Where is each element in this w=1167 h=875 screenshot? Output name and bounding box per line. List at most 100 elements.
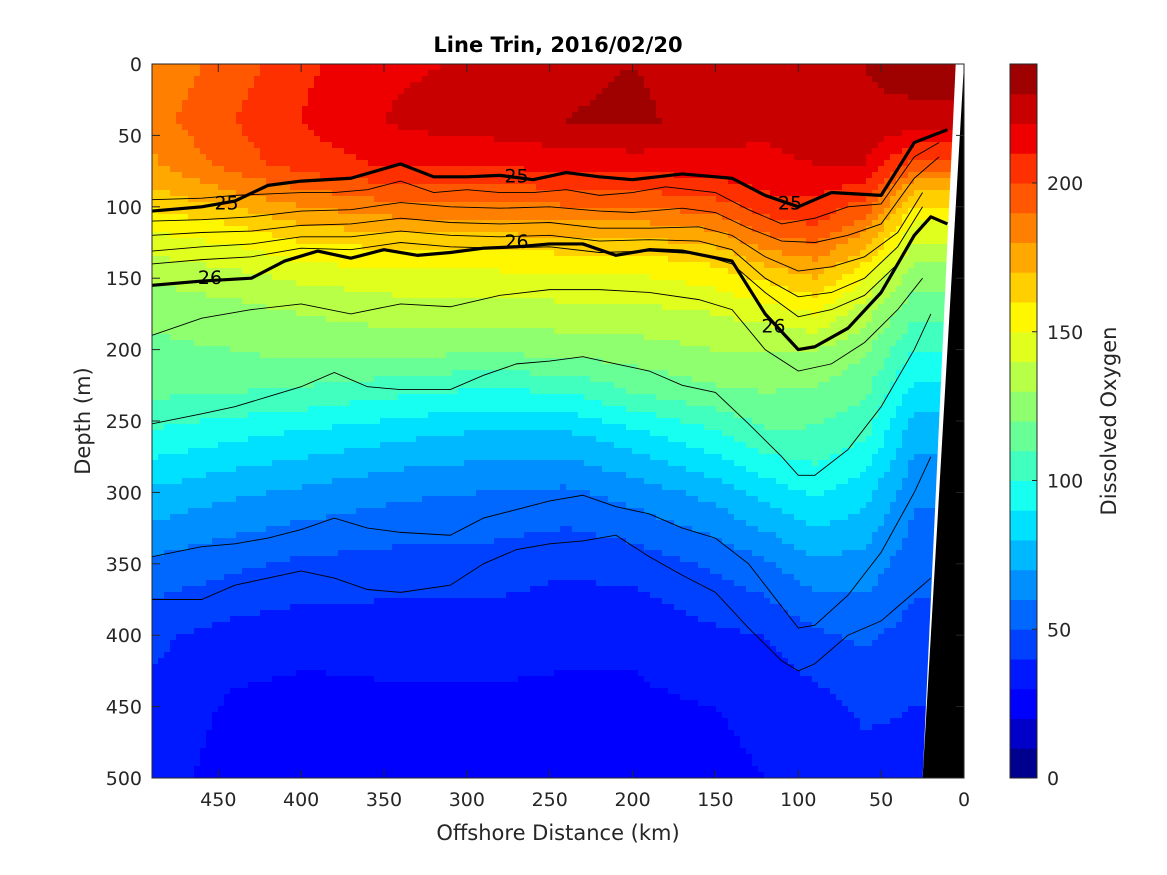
field-cell [290, 94, 297, 101]
field-cell [398, 322, 405, 329]
field-cell [368, 226, 375, 233]
field-cell [362, 226, 369, 233]
field-cell [314, 466, 321, 473]
field-cell [356, 712, 363, 719]
field-cell [230, 448, 237, 455]
field-cell [272, 94, 279, 101]
field-cell [194, 562, 201, 569]
field-cell [338, 592, 345, 599]
field-cell [326, 130, 333, 137]
field-cell [308, 436, 315, 443]
field-cell [266, 742, 273, 749]
field-cell [248, 616, 255, 623]
field-cell [212, 394, 219, 401]
field-cell [206, 406, 213, 413]
field-cell [218, 526, 225, 533]
field-cell [314, 682, 321, 689]
field-cell [170, 514, 177, 521]
field-cell [398, 208, 405, 215]
field-cell [242, 268, 249, 275]
field-cell [200, 484, 207, 491]
field-cell [278, 352, 285, 359]
field-cell [290, 472, 297, 479]
field-cell [374, 520, 381, 527]
field-cell [344, 202, 351, 209]
field-cell [260, 64, 267, 71]
field-cell [152, 76, 159, 83]
field-cell [182, 742, 189, 749]
field-cell [320, 724, 327, 731]
field-cell [374, 406, 381, 413]
field-cell [230, 604, 237, 611]
field-cell [170, 274, 177, 281]
field-cell [326, 364, 333, 371]
field-cell [212, 508, 219, 515]
field-cell [386, 628, 393, 635]
field-cell [272, 592, 279, 599]
field-cell [368, 322, 375, 329]
field-cell [356, 250, 363, 257]
field-cell [308, 190, 315, 197]
field-cell [224, 742, 231, 749]
field-cell [152, 712, 159, 719]
field-cell [206, 124, 213, 131]
field-cell [284, 382, 291, 389]
field-cell [290, 730, 297, 737]
field-cell [332, 340, 339, 347]
field-cell [182, 436, 189, 443]
field-cell [398, 682, 405, 689]
field-cell [338, 172, 345, 179]
field-cell [158, 580, 165, 587]
field-cell [224, 478, 231, 485]
field-cell [350, 454, 357, 461]
field-cell [326, 136, 333, 143]
field-cell [266, 280, 273, 287]
field-cell [242, 652, 249, 659]
field-cell [350, 634, 357, 641]
field-cell [356, 184, 363, 191]
field-cell [224, 346, 231, 353]
field-cell [368, 442, 375, 449]
field-cell [314, 760, 321, 767]
field-cell [350, 508, 357, 515]
field-cell [350, 298, 357, 305]
field-cell [398, 598, 405, 605]
field-cell [182, 130, 189, 137]
field-cell [278, 148, 285, 155]
field-cell [188, 478, 195, 485]
field-cell [176, 70, 183, 77]
field-cell [296, 490, 303, 497]
field-cell [260, 166, 267, 173]
field-cell [260, 688, 267, 695]
field-cell [260, 340, 267, 347]
field-cell [320, 694, 327, 701]
field-cell [392, 364, 399, 371]
field-cell [188, 262, 195, 269]
field-cell [164, 334, 171, 341]
field-cell [350, 466, 357, 473]
field-cell [392, 64, 399, 71]
field-cell [248, 280, 255, 287]
field-cell [284, 142, 291, 149]
field-cell [242, 496, 249, 503]
field-cell [326, 754, 333, 761]
field-cell [296, 580, 303, 587]
field-cell [386, 682, 393, 689]
field-cell [290, 154, 297, 161]
field-cell [362, 364, 369, 371]
field-cell [254, 214, 261, 221]
field-cell [356, 754, 363, 761]
field-cell [302, 478, 309, 485]
field-cell [350, 202, 357, 209]
field-cell [206, 118, 213, 125]
field-cell [200, 664, 207, 671]
field-cell [170, 106, 177, 113]
field-cell [356, 322, 363, 329]
field-cell [362, 694, 369, 701]
field-cell [266, 532, 273, 539]
field-cell [170, 682, 177, 689]
field-cell [194, 400, 201, 407]
field-cell [338, 382, 345, 389]
field-cell [212, 160, 219, 167]
field-cell [320, 670, 327, 677]
